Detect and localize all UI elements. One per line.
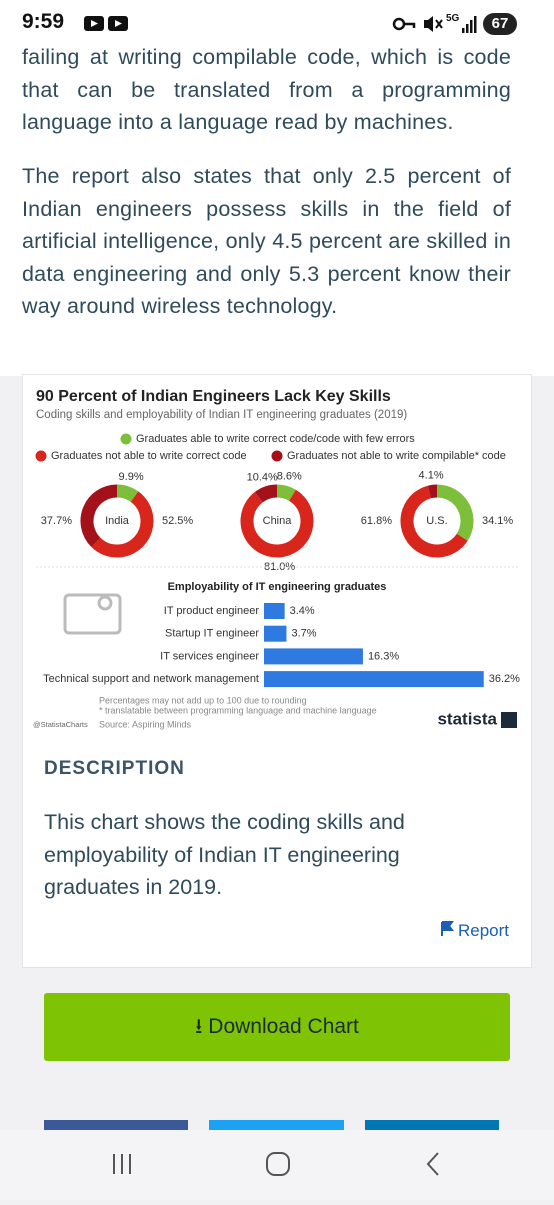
gear-icon: [97, 595, 113, 611]
laptop-icon: [63, 593, 122, 635]
bar-category: Startup IT engineer: [165, 628, 259, 640]
chart-subtitle: Coding skills and employability of India…: [36, 409, 407, 421]
system-icons: [392, 16, 477, 33]
donut-value-label: 9.9%: [119, 471, 144, 483]
legend-swatch: [120, 433, 132, 445]
share-linkedin[interactable]: [365, 1120, 499, 1132]
chart-card: 90 Percent of Indian Engineers Lack Key …: [22, 374, 532, 968]
brand-mark: [501, 712, 517, 728]
donut-value-label: 61.8%: [361, 515, 392, 527]
description-text: This chart shows the coding skills and e…: [44, 810, 405, 899]
source: Source: Aspiring Minds: [99, 719, 192, 729]
paragraph: failing at writing compilable code, whic…: [22, 46, 511, 134]
nav-bar: [0, 1130, 554, 1200]
donut-value-label: 52.5%: [162, 515, 193, 527]
bar: [264, 671, 484, 688]
handle: @StatistaCharts: [33, 720, 88, 729]
description-heading: DESCRIPTION: [44, 758, 185, 779]
bar-value-label: 3.7%: [291, 628, 316, 640]
donut-label: India: [105, 515, 130, 527]
report-link[interactable]: Report: [458, 921, 510, 940]
donut-label: U.S.: [426, 515, 447, 527]
bar-value-label: 36.2%: [489, 673, 520, 685]
status-bar: 9:59 5G 67: [0, 0, 554, 46]
legend-label: Graduates able to write correct code/cod…: [136, 433, 415, 445]
bar-category: Technical support and network management: [43, 673, 259, 685]
brand: statista: [437, 709, 497, 728]
article: failing at writing compilable code, whic…: [0, 46, 554, 376]
report-link[interactable]: [440, 921, 454, 942]
paragraph: The report also states that only 2.5 per…: [22, 164, 511, 318]
flag-icon: [441, 921, 454, 936]
donut-value-label: 37.7%: [41, 515, 72, 527]
download-label: Download Chart: [208, 1015, 359, 1038]
note: Percentages may not add up to 100 due to…: [99, 695, 307, 705]
donut-segment: [276, 484, 296, 502]
donut-segment: [427, 484, 438, 499]
bar: [264, 625, 287, 642]
donut-value-label: 4.1%: [419, 469, 444, 481]
download-button[interactable]: ⭳ Download Chart: [44, 993, 510, 1061]
bar-title: Employability of IT engineering graduate…: [168, 581, 387, 593]
donut-segment: [400, 485, 468, 558]
notif-icons: [84, 16, 128, 31]
time: 9:59: [22, 10, 65, 33]
download-icon: ⭳: [195, 1015, 209, 1038]
legend-label: Graduates not able to write correct code: [51, 450, 247, 462]
bar-category: IT product engineer: [164, 605, 260, 617]
legend-swatch: [271, 450, 283, 462]
bar-value-label: 3.4%: [290, 605, 315, 617]
donut-segment: [240, 489, 314, 558]
donut-segment: [80, 484, 118, 547]
donut-segment: [91, 491, 154, 558]
nav-icons: [113, 1152, 439, 1176]
donut-value-label: 34.1%: [482, 515, 513, 527]
note: * translatable between programming langu…: [99, 705, 377, 715]
share-twitter[interactable]: [209, 1120, 344, 1132]
network: 5G: [446, 13, 460, 24]
share-facebook[interactable]: [44, 1120, 188, 1132]
infographic: 90 Percent of Indian Engineers Lack Key …: [33, 388, 520, 729]
bar-category: IT services engineer: [160, 650, 259, 662]
donut-value-label: 10.4%: [247, 471, 278, 483]
chart-title: 90 Percent of Indian Engineers Lack Key …: [36, 388, 391, 405]
bar: [264, 648, 363, 665]
donut-value-label: 8.6%: [277, 471, 302, 483]
donut-segment: [436, 484, 474, 541]
legend-label: Graduates not able to write compilable* …: [287, 450, 506, 462]
donut-value-label: 81.0%: [264, 561, 295, 573]
bar: [264, 603, 285, 619]
donut-label: China: [263, 515, 293, 527]
battery: 67: [483, 13, 517, 35]
donut-segment: [254, 484, 278, 503]
legend-swatch: [35, 450, 47, 462]
donut-segment: [116, 484, 139, 503]
bar-value-label: 16.3%: [368, 650, 399, 662]
